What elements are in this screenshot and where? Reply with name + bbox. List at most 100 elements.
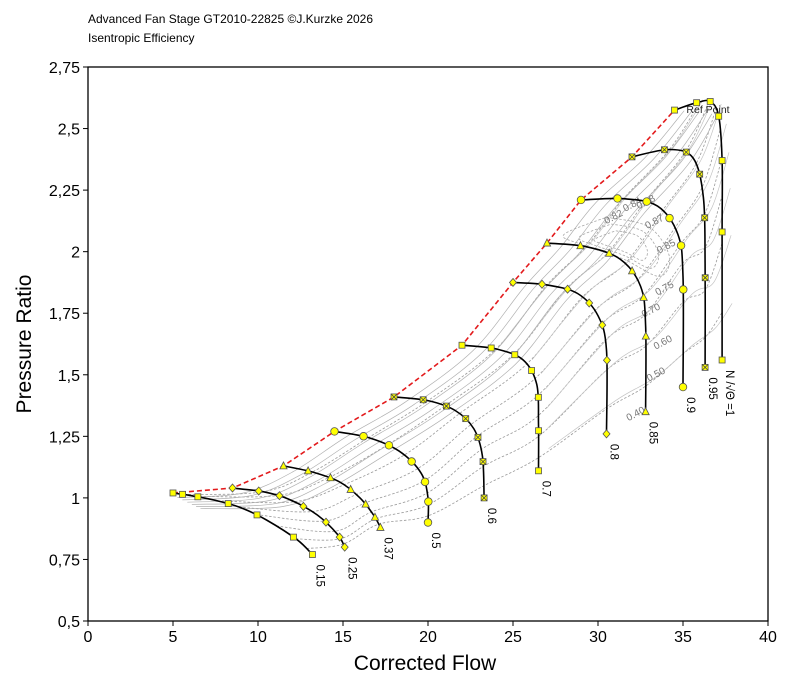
x-tick-label: 15 (334, 629, 352, 646)
speed-line-N /√Θ =1 (674, 99, 724, 360)
efficiency-island (578, 223, 660, 269)
operating-point-marker (718, 157, 726, 164)
x-axis-title: Corrected Flow (354, 652, 497, 675)
chart-subtitle: Isentropic Efficiency (88, 31, 195, 45)
operating-point-marker (528, 367, 535, 374)
operating-point-marker (224, 500, 232, 507)
operating-point-marker (537, 279, 547, 289)
operating-point-marker (535, 467, 542, 475)
speed-line-label: 0.8 (608, 444, 620, 460)
speed-line-0.7 (461, 344, 540, 471)
operating-point-marker (487, 344, 495, 352)
efficiency-island (562, 216, 671, 277)
operating-point-marker (376, 522, 385, 531)
operating-point-marker (602, 355, 611, 365)
operating-point-marker-cross (480, 494, 488, 502)
operating-point-marker (563, 284, 572, 294)
operating-point-marker (420, 477, 430, 487)
operating-point-marker-cross (701, 364, 709, 371)
operating-point-marker-cross (682, 148, 690, 156)
y-tick-label: 0,75 (49, 552, 80, 569)
chart-title: Advanced Fan Stage GT2010-22825 ©J.Kurzk… (88, 12, 374, 26)
y-tick-label: 2,25 (49, 183, 80, 200)
operating-point-marker (253, 511, 261, 519)
operating-point-marker (275, 491, 284, 501)
operating-point-marker (641, 331, 651, 340)
operating-point-marker (384, 441, 394, 450)
operating-point-marker-cross (390, 393, 398, 401)
efficiency-contour-label: 0.60 (652, 333, 675, 352)
operating-point-marker (321, 517, 331, 527)
operating-point-marker (598, 320, 607, 330)
operating-point-marker (169, 489, 177, 497)
operating-point-marker (534, 393, 542, 401)
speed-line-0.95 (631, 148, 707, 368)
operating-point-marker (642, 197, 651, 206)
operating-point-marker (326, 472, 335, 482)
operating-point-marker-cross (696, 170, 703, 178)
operating-point-marker (508, 277, 518, 288)
y-tick-label: 2,5 (58, 122, 80, 139)
operating-point-marker (715, 112, 723, 120)
operating-point-marker (308, 551, 316, 558)
speed-lines (172, 99, 724, 556)
x-tick-label: 5 (169, 629, 178, 646)
efficiency-contour-line (517, 97, 714, 352)
operating-point-marker-cross (661, 146, 668, 154)
operating-point-marker-cross (701, 214, 708, 222)
operating-point-marker (602, 429, 611, 439)
efficiency-contour-line (498, 99, 704, 348)
speed-line-label: 0.37 (381, 537, 393, 559)
efficiency-island (593, 230, 648, 261)
y-tick-label: 1,75 (49, 306, 80, 323)
speed-line-label: N /√Θ =1 (723, 370, 736, 416)
speed-line-label: 0.85 (647, 422, 659, 444)
operating-point-marker (679, 285, 688, 294)
operating-point-marker (423, 518, 433, 527)
operating-point-marker-cross (628, 153, 636, 161)
operating-point-marker (340, 542, 349, 552)
efficiency-contour-label: 0.70 (640, 301, 663, 320)
efficiency-contour-line (548, 303, 733, 449)
efficiency-contour-line (194, 100, 710, 498)
efficiency-contour-label: 0.87 (643, 213, 666, 232)
operating-point-marker (535, 427, 542, 435)
operating-point-marker (676, 241, 686, 250)
operating-point-marker (511, 351, 519, 359)
efficiency-contour-line (196, 113, 713, 507)
operating-point-marker (330, 427, 339, 436)
operating-point-marker (335, 532, 344, 542)
operating-point-marker (370, 512, 380, 521)
speed-line-0.9 (580, 197, 685, 388)
speed-line-label: 0.15 (313, 565, 325, 587)
operating-point-marker (346, 484, 355, 493)
speed-line-label: 0.5 (429, 533, 441, 549)
efficiency-contours (177, 97, 733, 549)
y-tick-label: 1,5 (58, 368, 80, 385)
operating-point-marker (359, 432, 368, 441)
y-tick-label: 2,75 (49, 60, 80, 77)
efficiency-contour-line (547, 235, 732, 429)
operating-point-marker-cross (419, 396, 427, 404)
operating-point-marker-cross (462, 415, 470, 422)
speed-line-0.85 (546, 242, 647, 412)
y-tick-label: 1,25 (49, 429, 80, 446)
y-tick-label: 2 (71, 245, 80, 262)
operating-point-marker (718, 228, 726, 236)
operating-point-marker (671, 106, 678, 114)
speed-line-0.6 (393, 396, 485, 498)
operating-point-marker (604, 248, 614, 257)
efficiency-contour-line (217, 107, 717, 504)
efficiency-contour-line (544, 152, 730, 390)
x-tick-label: 20 (419, 629, 437, 646)
efficiency-contour-line (276, 195, 723, 533)
operating-point-marker (407, 457, 416, 466)
operating-point-marker (228, 483, 237, 493)
efficiency-contour-line (187, 111, 700, 503)
x-tick-label: 35 (674, 629, 692, 646)
efficiency-contour-line (177, 110, 685, 498)
operating-point-marker (424, 497, 433, 506)
operating-point-marker-cross (701, 274, 709, 281)
speed-line-label: 0.25 (346, 557, 358, 579)
